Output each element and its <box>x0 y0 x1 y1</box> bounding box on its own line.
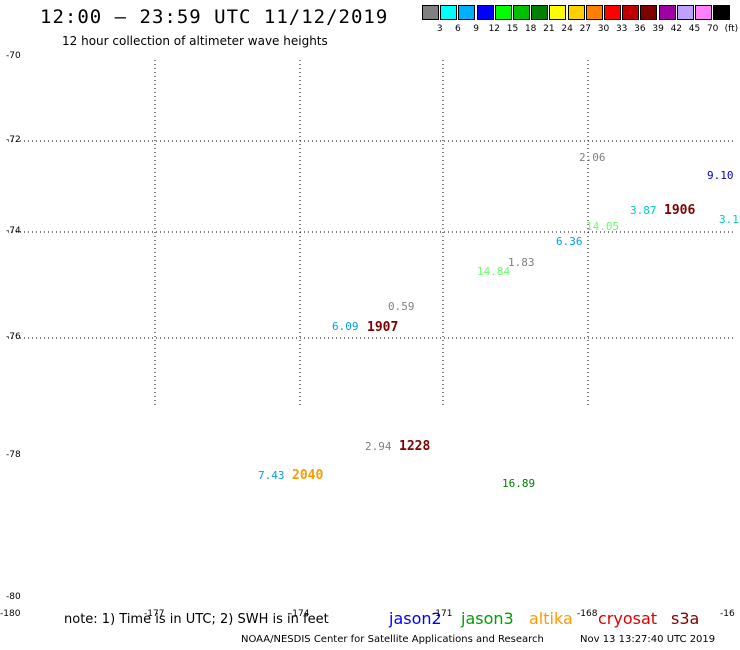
scale-label: 33 <box>615 24 628 34</box>
wave-height-value: 1.83 <box>508 256 535 269</box>
legend-jason2: jason2 <box>389 609 442 628</box>
longitude-label: -177 <box>144 609 165 619</box>
wave-height-value: 6.09 <box>332 320 359 333</box>
scale-label: 24 <box>561 24 573 34</box>
scale-label: 39 <box>652 24 664 34</box>
credit-line: NOAA/NESDIS Center for Satellite Applica… <box>241 634 544 645</box>
generation-timestamp: Nov 13 13:27:40 UTC 2019 <box>580 634 716 645</box>
scale-swatch <box>440 5 458 20</box>
wave-height-value: 7.43 <box>258 469 285 482</box>
wave-height-value: 16.89 <box>502 477 536 490</box>
latitude-label: -80 <box>6 592 21 602</box>
scale-swatch <box>695 5 712 20</box>
latitude-label: -72 <box>6 135 21 145</box>
scale-label: 6 <box>455 24 461 34</box>
observation-time: 1228 <box>399 439 431 454</box>
longitude-label: -174 <box>289 609 310 619</box>
latitude-label: -78 <box>6 450 21 460</box>
legend-altika: altika <box>529 609 573 628</box>
longitude-label: -171 <box>432 609 453 619</box>
scale-label: 3 <box>436 24 443 34</box>
scale-label: 12 <box>488 24 501 34</box>
wave-height-value: 3.87 <box>630 204 657 217</box>
scale-swatch <box>585 5 603 20</box>
scale-swatch <box>640 5 658 20</box>
latitude-label: -70 <box>6 51 21 61</box>
scale-swatch <box>494 5 512 20</box>
longitude-label: -180 <box>0 609 21 619</box>
wave-height-value: 3.12 <box>719 213 740 226</box>
scale-label: 18 <box>524 24 537 34</box>
scale-swatch <box>458 5 476 20</box>
legend-s3a: s3a <box>671 609 700 628</box>
scale-unit: (ft) <box>724 24 739 34</box>
scale-swatch <box>531 5 549 20</box>
wave-height-value: 2.94 <box>365 440 392 453</box>
scale-label: 36 <box>634 24 646 34</box>
map-title: 12:00 – 23:59 UTC 11/12/2019 <box>40 6 389 28</box>
longitude-label: -16 <box>720 609 735 619</box>
observation-time: 2040 <box>292 468 324 483</box>
wave-height-value: 9.10 <box>707 169 734 182</box>
scale-swatch <box>422 5 439 20</box>
scale-swatch <box>513 5 530 20</box>
legend-jason3: jason3 <box>461 609 514 628</box>
observation-time: 1907 <box>367 320 399 335</box>
scale-swatch <box>604 5 621 20</box>
wave-height-value: 2.06 <box>579 151 606 164</box>
latitude-label: -76 <box>6 332 21 342</box>
legend-cryosat: cryosat <box>598 609 658 628</box>
wave-height-value: 14.84 <box>477 265 511 278</box>
scale-label: 42 <box>670 24 683 34</box>
scale-label: 9 <box>473 24 479 34</box>
scale-swatch <box>476 5 494 20</box>
scale-label: 45 <box>688 24 701 34</box>
scale-swatch <box>567 5 585 20</box>
longitude-label: -168 <box>577 609 598 619</box>
footer-note: note: 1) Time is in UTC; 2) SWH is in fe… <box>64 612 329 627</box>
scale-swatch <box>658 5 676 20</box>
wave-height-value: 14.05 <box>586 220 620 233</box>
scale-label: 21 <box>543 24 555 34</box>
wave-height-value: 6.36 <box>556 235 583 248</box>
scale-swatch <box>676 5 694 20</box>
scale-label: 70 <box>706 24 719 34</box>
wave-height-value: 0.59 <box>388 300 415 313</box>
latitude-label: -74 <box>6 226 21 236</box>
scale-label: 15 <box>506 24 519 34</box>
scale-label: 30 <box>597 24 610 34</box>
scale-swatch <box>713 5 731 20</box>
observation-time: 1906 <box>664 203 696 218</box>
map-subtitle: 12 hour collection of altimeter wave hei… <box>62 34 328 48</box>
scale-swatch <box>549 5 567 20</box>
scale-label: 27 <box>579 24 592 34</box>
scale-swatch <box>622 5 640 20</box>
